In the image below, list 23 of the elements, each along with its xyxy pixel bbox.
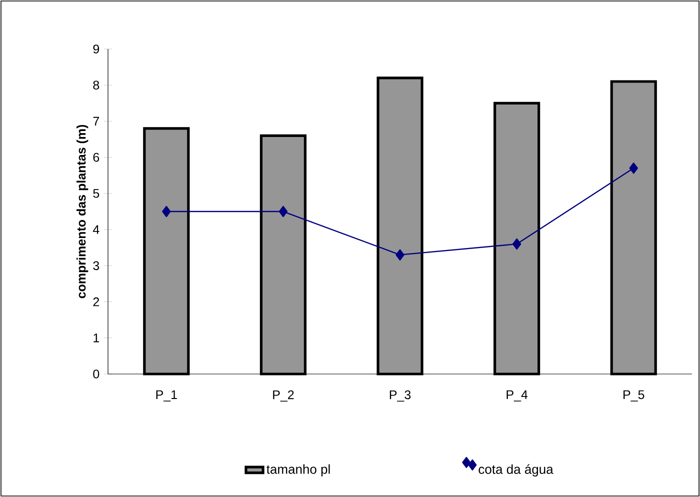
- legend-label: cota da água: [478, 464, 554, 476]
- point: [396, 249, 404, 260]
- y-tick-label: 8: [93, 80, 100, 90]
- y-tick-label: 3: [93, 261, 100, 270]
- x-tick-label: P_4: [506, 390, 528, 402]
- x-tick-label: P_2: [273, 390, 294, 402]
- y-tick-label: 0: [93, 370, 100, 378]
- y-tick-label: 6: [93, 152, 100, 162]
- y-tick-label: 4: [92, 225, 100, 234]
- x-tick-label: P_3: [390, 390, 411, 402]
- y-tick-label: 2: [93, 297, 100, 306]
- y-tick-label: 9: [93, 44, 100, 54]
- point: [629, 162, 638, 174]
- x-tick-label: P_5: [624, 390, 644, 402]
- legend-label: tamanho pl: [266, 464, 330, 476]
- y-tick-label: 5: [93, 189, 100, 198]
- y-tick-label: 7: [93, 116, 100, 126]
- point: [512, 238, 522, 250]
- y-tick-label: 1: [94, 334, 100, 342]
- point: [162, 206, 171, 218]
- y-axis-title: comprimento das plantas (m): [76, 124, 88, 298]
- point: [278, 206, 288, 218]
- x-tick-label: P_1: [156, 390, 177, 402]
